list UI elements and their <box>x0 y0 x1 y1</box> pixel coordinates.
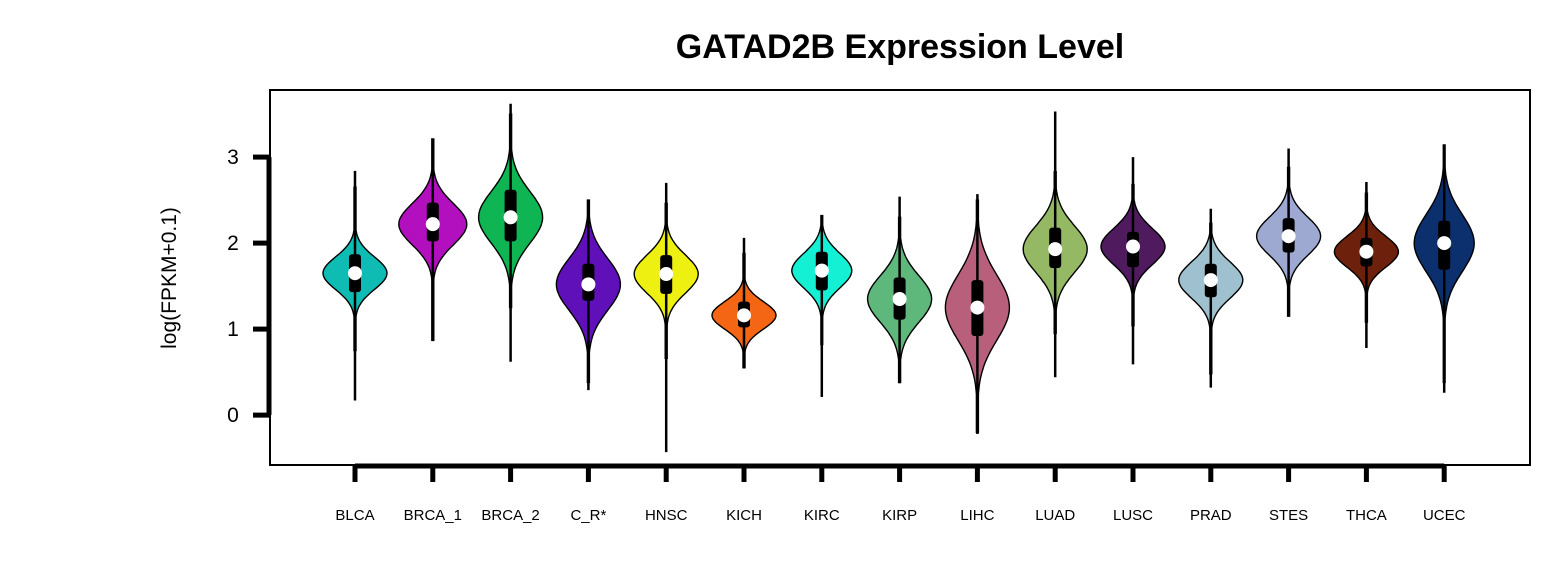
x-tick-label: LUAD <box>1035 507 1075 524</box>
x-tick-label: STES <box>1269 507 1308 524</box>
violin-thca <box>1333 182 1400 349</box>
x-tick-label: HNSC <box>645 507 688 524</box>
median-point <box>970 300 985 315</box>
violin-blca <box>322 170 388 401</box>
violin-stes <box>1255 148 1322 317</box>
median-point <box>1126 239 1140 254</box>
median-point <box>737 308 751 323</box>
median-point <box>1281 229 1296 244</box>
x-tick-label: LUSC <box>1113 507 1153 524</box>
x-axis: BLCA BRCA_1 BRCA_2 C_R* HNSC KICH KIRC KIRP LIHC… <box>335 463 1466 524</box>
x-tick-label: KICH <box>726 507 762 524</box>
median-point <box>1359 244 1374 259</box>
x-tick-label: KIRC <box>804 507 840 524</box>
median-point <box>581 277 596 292</box>
median-point <box>659 267 674 282</box>
y-axis: 0 1 2 3 <box>227 146 272 427</box>
violin-prad <box>1178 208 1244 388</box>
x-tick-label: UCEC <box>1423 507 1466 524</box>
median-point <box>814 263 829 278</box>
violin-hnsc <box>633 182 699 453</box>
violin-kich <box>711 237 777 369</box>
x-tick-label: BRCA_1 <box>404 507 462 524</box>
median-point <box>892 292 907 307</box>
violin-luad <box>1022 111 1088 378</box>
violin-c-r- <box>555 199 622 391</box>
violins <box>322 103 1475 453</box>
x-tick-label: KIRP <box>882 507 917 524</box>
violin-kirc <box>791 214 853 398</box>
x-tick-label: THCA <box>1346 507 1387 524</box>
y-tick-label: 0 <box>227 404 239 427</box>
y-tick-label: 1 <box>227 318 239 341</box>
median-point <box>348 266 362 281</box>
y-axis-label: log(FPKM+0.1) <box>158 207 181 349</box>
violin-ucec <box>1413 144 1475 393</box>
y-tick-label: 3 <box>227 146 239 169</box>
x-tick-label: LIHC <box>960 507 994 524</box>
chart-title: GATAD2B Expression Level <box>676 28 1124 66</box>
violin-brca-1 <box>398 138 468 342</box>
median-point <box>425 217 440 232</box>
violin-lusc <box>1100 157 1166 365</box>
x-tick-label: BRCA_2 <box>481 507 539 524</box>
x-tick-label: C_R* <box>570 507 606 524</box>
median-point <box>1437 236 1452 251</box>
median-point <box>1048 242 1063 257</box>
y-tick-label: 2 <box>227 232 239 255</box>
median-point <box>503 210 518 225</box>
median-point <box>1203 273 1218 288</box>
violin-lihc <box>944 194 1011 435</box>
violin-brca-2 <box>477 103 544 362</box>
x-tick-label: BLCA <box>335 507 374 524</box>
violin-kirp <box>866 196 933 384</box>
x-tick-label: PRAD <box>1190 507 1232 524</box>
